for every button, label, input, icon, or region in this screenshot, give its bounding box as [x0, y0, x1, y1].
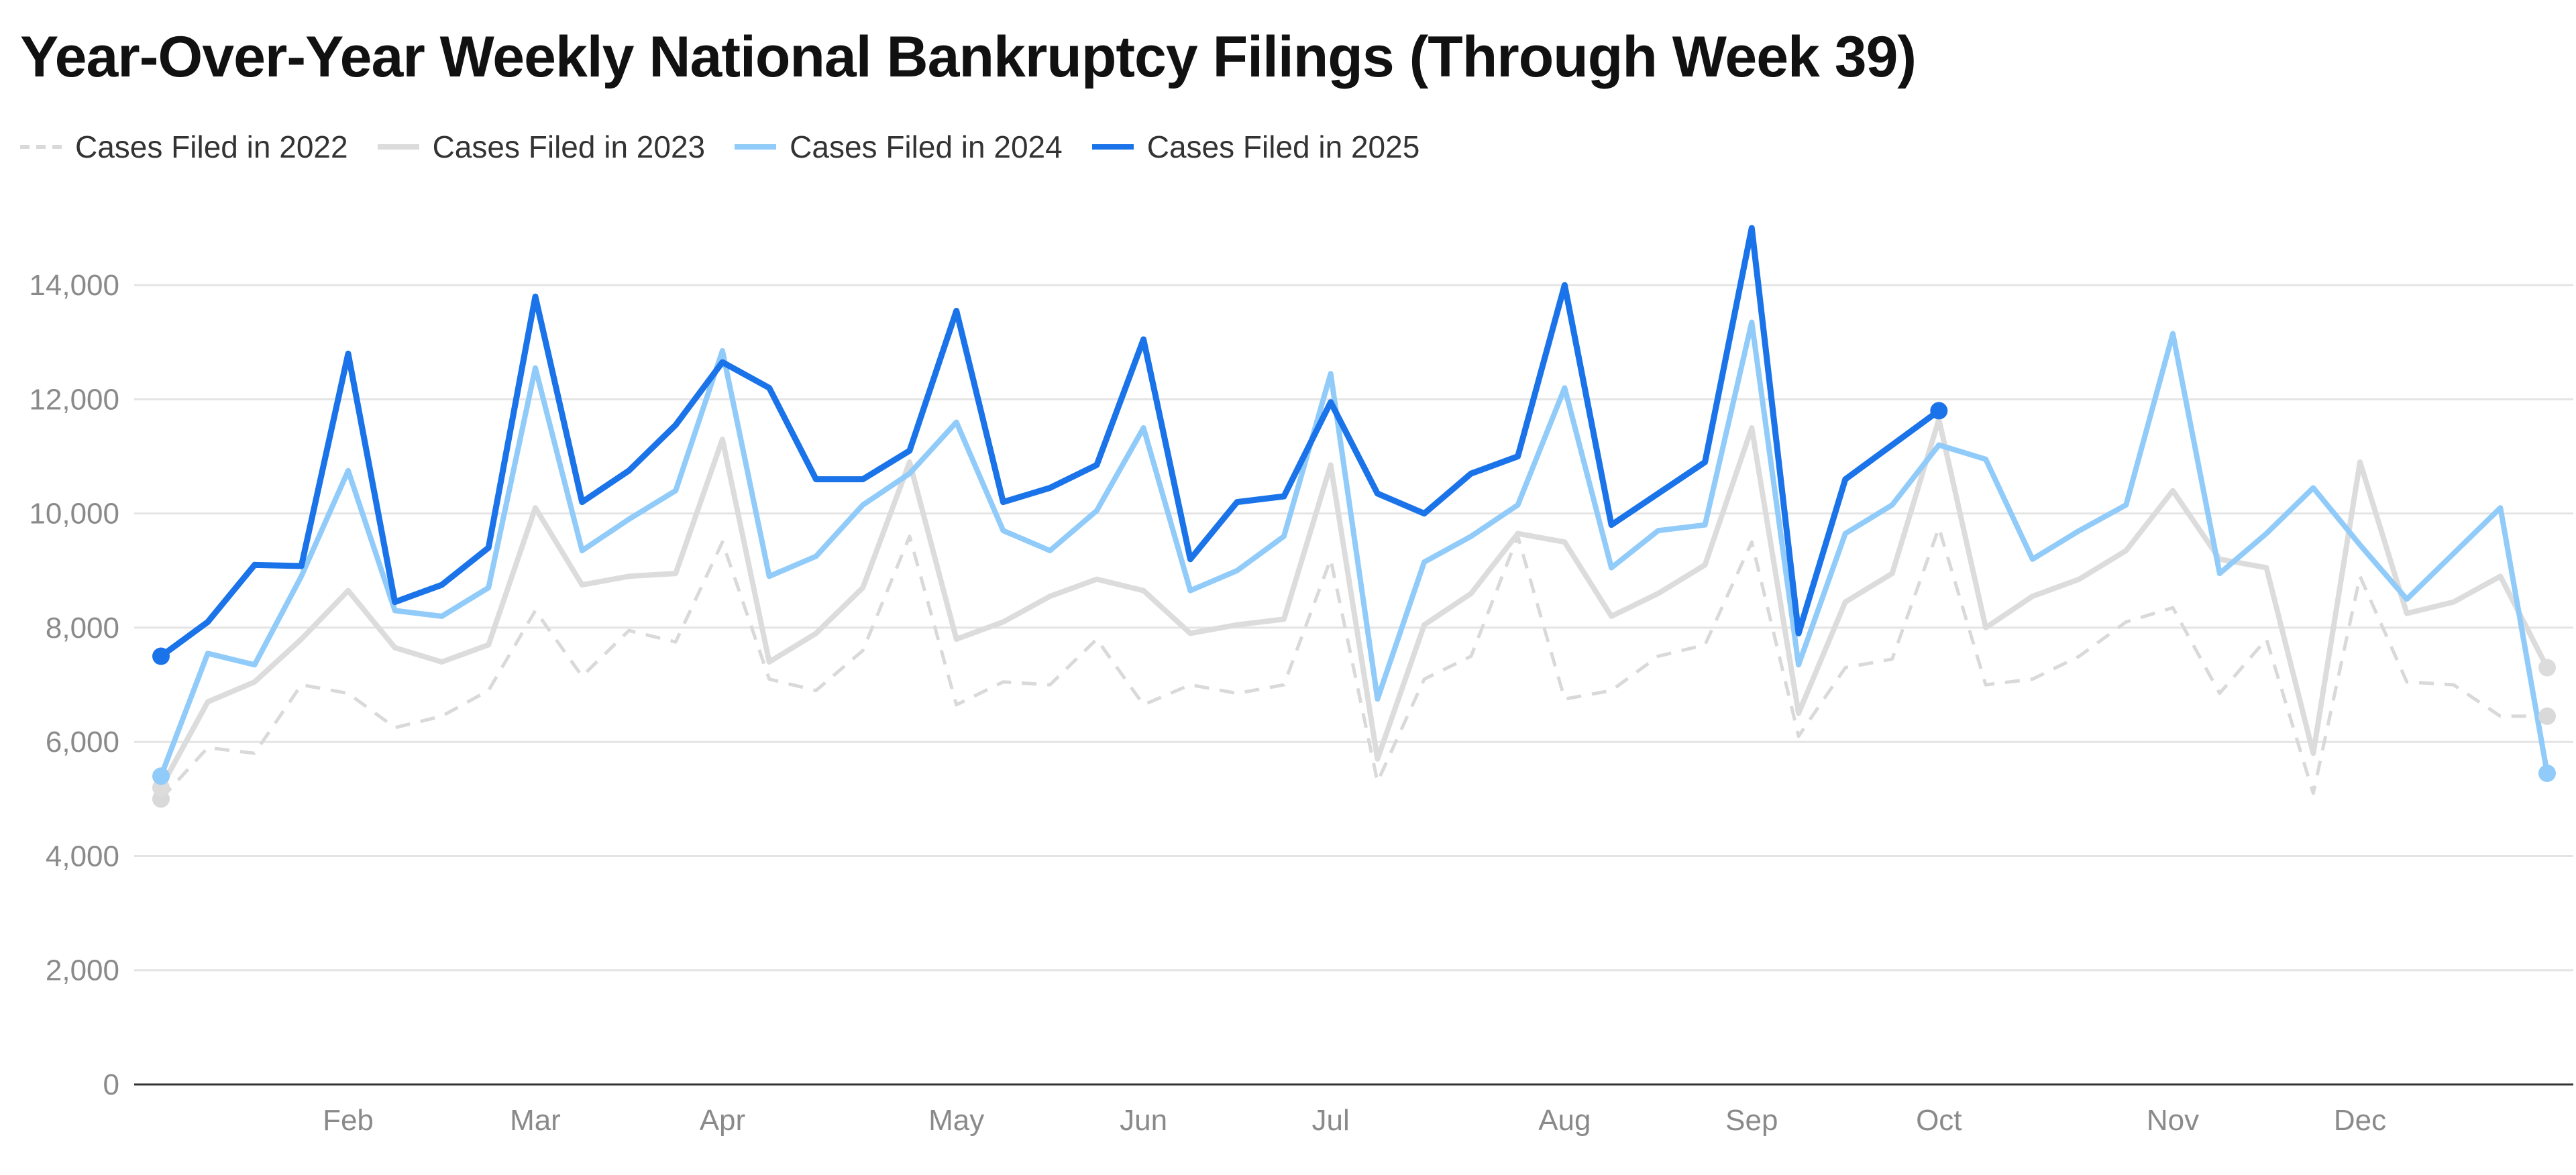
legend-item-2022[interactable]: Cases Filed in 2022: [20, 129, 348, 165]
chart-title: Year-Over-Year Weekly National Bankruptc…: [20, 25, 1917, 89]
y-tick-label-0: 0: [103, 1068, 119, 1101]
x-tick-label-jul: Jul: [1312, 1104, 1350, 1137]
gridlines: [134, 284, 2573, 972]
series-start-point-2025: [152, 647, 170, 665]
series-end-point-2024: [2538, 765, 2556, 783]
legend-swatch-2024: [735, 144, 777, 150]
x-tick-label-mar: Mar: [510, 1104, 561, 1137]
legend-swatch-2025: [1091, 144, 1134, 150]
legend-item-2025[interactable]: Cases Filed in 2025: [1091, 129, 1420, 165]
series-lines: [158, 225, 2550, 800]
x-tick-label-oct: Oct: [1916, 1104, 1962, 1137]
x-tick-label-jun: Jun: [1120, 1104, 1167, 1137]
series-line-2023: [158, 416, 2550, 791]
y-tick-label-10000: 10,000: [29, 498, 119, 530]
series-end-point-2022: [2538, 707, 2556, 725]
series-line-2024: [158, 319, 2550, 779]
y-tick-label-4000: 4,000: [46, 840, 119, 873]
legend-swatch-2023: [377, 144, 419, 150]
legend: Cases Filed in 2022 Cases Filed in 2023 …: [20, 129, 1449, 165]
y-tick-label-12000: 12,000: [29, 383, 119, 416]
x-tick-label-may: May: [928, 1104, 984, 1137]
y-tick-label-8000: 8,000: [46, 612, 119, 645]
series-line-2025: [158, 225, 1942, 659]
x-tick-label-sep: Sep: [1725, 1104, 1778, 1137]
legend-item-2024[interactable]: Cases Filed in 2024: [735, 129, 1063, 165]
x-tick-label-aug: Aug: [1538, 1104, 1591, 1137]
legend-swatch-2022: [20, 145, 62, 149]
y-axis-tick-labels: 0 2,000 4,000 6,000 8,000 10,000 12,000 14,000: [29, 269, 119, 1101]
x-axis-tick-labels: Feb Mar Apr May Jun Jul Aug Sep Oct Nov Dec: [323, 1104, 2386, 1137]
legend-label-2022: Cases Filed in 2022: [75, 129, 348, 164]
legend-label-2024: Cases Filed in 2024: [790, 129, 1063, 164]
y-tick-label-14000: 14,000: [29, 269, 119, 302]
x-tick-label-dec: Dec: [2334, 1104, 2386, 1137]
series-start-point-2024: [152, 767, 170, 785]
y-tick-label-2000: 2,000: [46, 954, 119, 987]
x-tick-label-apr: Apr: [700, 1104, 745, 1137]
series-line-2022: [160, 526, 2547, 800]
y-tick-label-6000: 6,000: [46, 726, 119, 759]
legend-item-2023[interactable]: Cases Filed in 2023: [377, 129, 706, 165]
endpoint-markers: [152, 402, 2556, 808]
series-end-point-2025: [1930, 402, 1948, 420]
x-tick-label-nov: Nov: [2147, 1104, 2199, 1137]
legend-label-2025: Cases Filed in 2025: [1146, 129, 1420, 164]
series-end-point-2023: [2538, 659, 2556, 677]
x-tick-label-feb: Feb: [323, 1104, 374, 1137]
legend-label-2023: Cases Filed in 2023: [432, 129, 706, 164]
